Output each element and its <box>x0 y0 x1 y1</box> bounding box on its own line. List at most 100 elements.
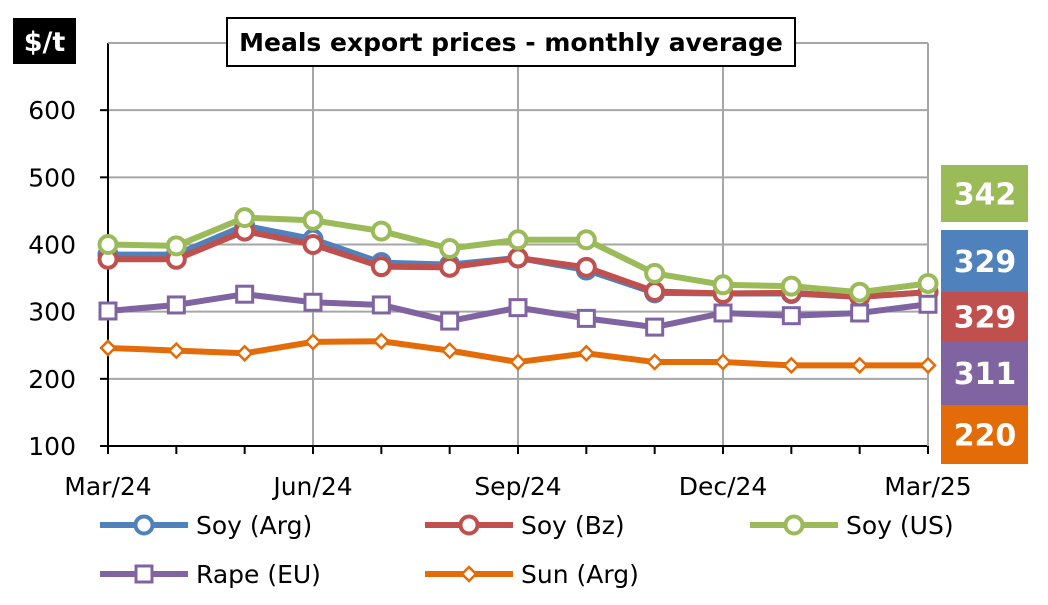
data-point-soy_bz <box>439 256 461 278</box>
data-point-soy_bz <box>507 247 529 269</box>
legend-item-soy_us: Soy (US) <box>750 511 954 540</box>
data-point-soy_us <box>712 274 734 296</box>
end-value-badge-soy_arg: 329 <box>941 230 1028 292</box>
data-point-rape_eu <box>508 298 528 318</box>
end-value-badge-sun_arg: 220 <box>941 405 1028 464</box>
y-tick-label: 100 <box>28 432 76 461</box>
legend-item-sun_arg: Sun (Arg) <box>425 560 639 589</box>
data-point-rape_eu <box>371 295 391 315</box>
data-point-sun_arg <box>782 356 801 375</box>
data-point-rape_eu <box>166 295 186 315</box>
data-point-soy_us <box>165 235 187 257</box>
x-tick-label: Mar/25 <box>884 472 971 501</box>
legend-marker <box>458 514 480 536</box>
data-point-soy_us <box>575 229 597 251</box>
series-layer <box>97 207 939 375</box>
data-point-sun_arg <box>304 333 322 351</box>
data-point-sun_arg <box>577 344 596 363</box>
end-value-box <box>941 230 1028 292</box>
data-point-rape_eu <box>303 292 323 312</box>
end-value-label: 311 <box>954 357 1017 392</box>
data-point-rape_eu <box>645 317 665 337</box>
end-value-box <box>941 405 1028 464</box>
y-unit-badge: $/t <box>13 18 76 64</box>
data-point-soy_bz <box>575 256 597 278</box>
x-tick-label: Sep/24 <box>474 472 561 501</box>
data-point-rape_eu <box>781 306 801 326</box>
data-point-soy_bz <box>370 256 392 278</box>
series-sun_arg <box>99 332 937 375</box>
data-point-soy_us <box>370 220 392 242</box>
labels-layer: 342 329 329 311 220 <box>941 165 1028 464</box>
legend-label: Rape (EU) <box>196 560 321 589</box>
data-point-soy_us <box>234 207 256 229</box>
y-unit-box <box>13 18 76 64</box>
data-point-soy_us <box>97 234 119 255</box>
data-point-soy_us <box>439 238 461 260</box>
end-value-label: 220 <box>954 419 1017 454</box>
end-value-box <box>941 292 1028 341</box>
data-point-soy_bz <box>644 281 666 303</box>
data-point-soy_us <box>780 275 802 297</box>
series-soy_us <box>97 207 939 303</box>
end-value-box <box>941 341 1028 405</box>
end-value-label: 342 <box>954 178 1017 213</box>
legend-marker <box>133 514 155 536</box>
chart-title: Meals export prices - monthly average <box>239 28 783 57</box>
data-point-rape_eu <box>235 284 255 304</box>
data-point-sun_arg <box>235 344 254 363</box>
data-point-rape_eu <box>850 303 870 323</box>
end-value-badge-rape_eu: 311 <box>941 341 1028 405</box>
data-point-rape_eu <box>576 308 596 328</box>
y-tick-label: 300 <box>28 298 76 327</box>
x-tick-label: Mar/24 <box>64 472 151 501</box>
legend-label: Sun (Arg) <box>521 560 639 589</box>
data-point-rape_eu <box>713 303 733 323</box>
data-point-soy_us <box>302 209 324 231</box>
legend-item-rape_eu: Rape (EU) <box>100 560 321 589</box>
data-point-sun_arg <box>440 341 459 360</box>
legend-label: Soy (Arg) <box>196 511 312 540</box>
data-point-rape_eu <box>440 311 460 331</box>
data-point-sun_arg <box>167 341 186 360</box>
data-point-soy_us <box>644 262 666 284</box>
data-point-rape_eu <box>98 301 118 321</box>
end-value-label: 329 <box>954 301 1017 336</box>
end-value-badge-soy_us: 342 <box>941 165 1028 222</box>
y-tick-label: 500 <box>28 163 76 192</box>
data-point-sun_arg <box>99 339 117 357</box>
data-point-rape_eu <box>918 294 938 314</box>
data-point-soy_us <box>507 229 529 251</box>
data-point-sun_arg <box>509 353 527 371</box>
data-point-soy_us <box>917 272 939 294</box>
y-tick-label: 600 <box>28 96 76 125</box>
y-tick-label: 400 <box>28 231 76 260</box>
axes-layer: 100 200 300 400 500 600 Mar/24 Jun/24 Sep/24 Dec/… <box>28 42 972 501</box>
data-point-soy_us <box>849 281 871 303</box>
end-value-label: 329 <box>954 245 1017 280</box>
legend-marker <box>783 514 805 536</box>
legend-item-soy_bz: Soy (Bz) <box>425 511 625 540</box>
series-rape_eu <box>98 284 938 337</box>
y-tick-label: 200 <box>28 365 76 394</box>
data-point-sun_arg <box>919 356 937 375</box>
data-point-sun_arg <box>372 332 391 350</box>
title-frame <box>226 17 796 67</box>
legend: Soy (Arg) Soy (Bz) Soy (US) Rape (EU) Sun (A… <box>100 511 954 589</box>
data-point-sun_arg <box>645 353 664 371</box>
end-value-badge-soy_bz: 329 <box>941 292 1028 341</box>
x-tick-label: Dec/24 <box>679 472 768 501</box>
legend-item-soy_arg: Soy (Arg) <box>100 511 312 540</box>
data-point-soy_bz <box>302 234 324 255</box>
legend-marker <box>460 565 478 583</box>
end-value-box <box>941 165 1028 222</box>
legend-label: Soy (Bz) <box>521 511 625 540</box>
data-point-sun_arg <box>850 356 869 375</box>
legend-label: Soy (US) <box>846 511 954 540</box>
data-point-sun_arg <box>714 353 732 371</box>
y-axis-unit: $/t <box>24 27 66 58</box>
chart-title-box: Meals export prices - monthly average <box>226 17 796 67</box>
legend-marker <box>134 564 154 584</box>
x-tick-label: Jun/24 <box>271 472 352 501</box>
